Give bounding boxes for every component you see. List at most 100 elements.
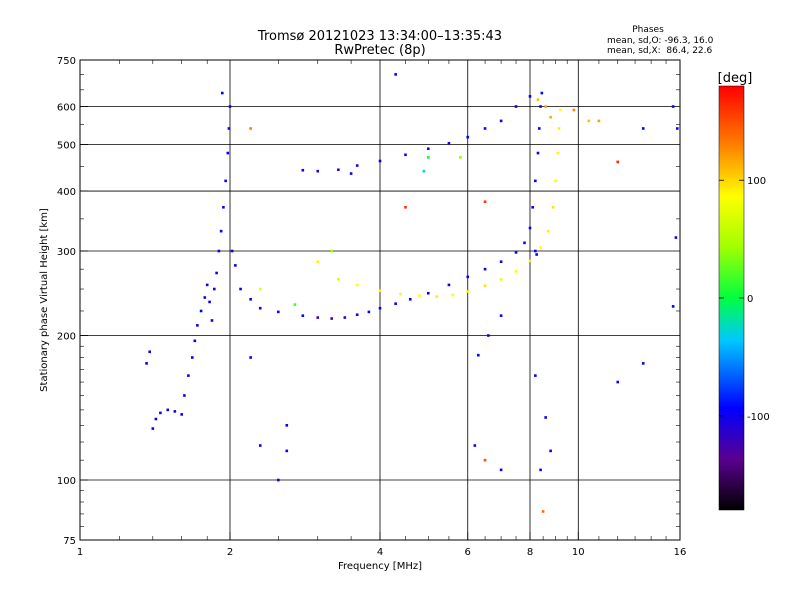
data-point xyxy=(671,305,675,308)
data-point xyxy=(145,362,148,365)
data-point xyxy=(349,172,353,175)
data-point xyxy=(587,119,591,123)
data-point xyxy=(276,478,280,482)
data-point xyxy=(193,339,197,343)
phases-heading: Phases xyxy=(632,25,664,35)
y-tick-label: 500 xyxy=(57,141,76,152)
data-point xyxy=(159,411,162,415)
data-point xyxy=(249,297,252,301)
y-tick-label: 400 xyxy=(57,187,76,198)
data-point xyxy=(316,169,320,173)
data-point xyxy=(641,127,645,130)
data-point xyxy=(258,444,262,447)
data-point xyxy=(546,229,550,233)
data-point xyxy=(477,353,480,357)
data-point xyxy=(549,449,552,453)
data-point xyxy=(190,356,194,359)
x-tick-label: 10 xyxy=(572,547,585,558)
data-point xyxy=(378,159,382,163)
data-point xyxy=(343,316,347,319)
data-point xyxy=(539,246,542,249)
data-point xyxy=(330,249,334,253)
data-point xyxy=(554,179,557,183)
data-point xyxy=(597,119,601,123)
data-point xyxy=(258,287,262,291)
data-point xyxy=(435,295,439,298)
data-point xyxy=(551,205,555,209)
data-point xyxy=(228,105,232,108)
data-point xyxy=(203,296,207,299)
data-point xyxy=(544,416,547,419)
data-point xyxy=(523,241,526,245)
data-point xyxy=(426,156,430,159)
data-point xyxy=(196,324,199,327)
data-point xyxy=(355,313,359,317)
data-point xyxy=(499,260,503,264)
data-point xyxy=(549,115,552,119)
data-point xyxy=(367,310,371,314)
data-point xyxy=(219,229,223,233)
data-point xyxy=(208,300,211,304)
data-point xyxy=(671,105,675,108)
data-point xyxy=(483,127,487,130)
data-point xyxy=(466,275,470,279)
x-axis-label: Frequency [MHz] xyxy=(338,561,422,572)
gridlines xyxy=(80,60,680,540)
data-point xyxy=(539,468,542,472)
y-tick-label: 100 xyxy=(57,476,76,487)
data-point xyxy=(572,108,576,112)
data-point xyxy=(447,141,451,145)
data-point xyxy=(220,91,224,95)
data-point xyxy=(293,303,297,306)
data-point xyxy=(514,105,518,108)
data-point xyxy=(483,458,487,462)
data-point xyxy=(285,449,289,453)
data-point xyxy=(378,306,382,310)
phases-x-stats: mean, sd,X: 86.4, 22.6 xyxy=(607,46,713,56)
x-tick-labels: 1 2 4 6 8 10 16 xyxy=(77,532,686,558)
data-point xyxy=(531,205,534,209)
data-point xyxy=(487,334,490,337)
data-point xyxy=(337,168,340,172)
data-point xyxy=(210,319,214,322)
x-tick-label: 8 xyxy=(527,547,533,558)
data-point xyxy=(199,309,203,313)
data-point xyxy=(148,350,152,354)
data-point xyxy=(276,310,280,314)
data-point xyxy=(408,297,412,301)
minor-ticks xyxy=(80,60,680,540)
data-point xyxy=(205,283,209,287)
data-point xyxy=(535,253,538,256)
data-point xyxy=(499,119,503,123)
data-point xyxy=(226,151,230,155)
data-point xyxy=(394,302,397,305)
data-point xyxy=(166,408,170,412)
data-point xyxy=(674,236,678,239)
data-point xyxy=(514,251,518,254)
y-tick-label: 300 xyxy=(57,247,76,258)
x-tick-label: 2 xyxy=(227,547,233,558)
y-tick-label: 600 xyxy=(57,103,76,114)
data-point xyxy=(675,127,679,130)
colorbar-tick-label: -100 xyxy=(747,412,770,423)
data-point xyxy=(404,205,407,209)
x-tick-label: 6 xyxy=(465,547,471,558)
data-point xyxy=(528,226,532,230)
data-point xyxy=(499,468,503,472)
data-point xyxy=(534,179,537,183)
data-point xyxy=(539,105,542,108)
data-point xyxy=(285,424,289,427)
data-point xyxy=(541,510,545,513)
data-point xyxy=(483,267,487,271)
colorbar-tick-label: 0 xyxy=(747,294,753,305)
colorbar-title: [deg] xyxy=(718,71,753,86)
scatter-points xyxy=(145,73,679,513)
data-point xyxy=(258,306,262,310)
data-point xyxy=(447,283,451,287)
data-point xyxy=(249,127,252,130)
data-point xyxy=(514,270,518,273)
data-point xyxy=(544,105,547,108)
data-point xyxy=(301,168,305,172)
data-point xyxy=(426,291,430,295)
